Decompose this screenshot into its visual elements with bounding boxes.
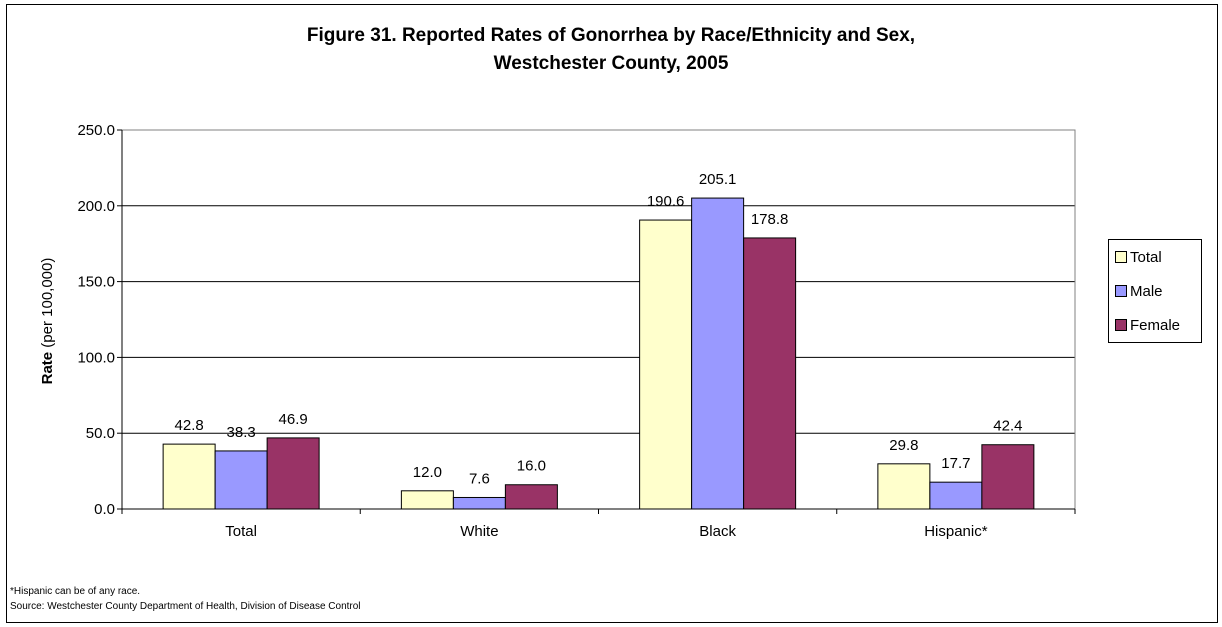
legend: Total Male Female (1108, 239, 1202, 343)
legend-label-female: Female (1130, 316, 1181, 334)
legend-swatch-male (1115, 285, 1127, 297)
y-tick-label: 150.0 (77, 274, 115, 291)
y-axis-label: Rate (per 100,000) (39, 258, 56, 385)
data-label: 46.9 (279, 411, 308, 428)
data-label: 42.4 (993, 418, 1022, 435)
bar-male-white (452, 496, 506, 510)
bar-total-hispanic (877, 463, 931, 510)
y-tick-label: 50.0 (86, 425, 115, 442)
data-label: 17.7 (941, 455, 970, 472)
y-axis-ticks: 0.0 50.0 100.0 150.0 200.0 250.0 (77, 122, 122, 518)
data-label: 205.1 (699, 171, 737, 188)
bars (162, 197, 1035, 510)
legend-item-total: Total (1115, 248, 1162, 266)
x-axis-ticks: Total White Black Hispanic* (121, 509, 1076, 540)
bar-female-white (504, 484, 558, 510)
legend-item-male: Male (1115, 282, 1163, 300)
bar-total-total (162, 443, 216, 510)
data-label: 7.6 (469, 470, 490, 487)
bar-total-black (639, 219, 693, 510)
x-tick-label: Total (225, 523, 257, 540)
bar-female-hispanic (981, 444, 1035, 510)
bar-male-total (214, 450, 268, 510)
x-tick-label: White (460, 523, 498, 540)
y-tick-label: 100.0 (77, 349, 115, 366)
footnote-hispanic: *Hispanic can be of any race. (10, 586, 141, 597)
y-tick-label: 200.0 (77, 198, 115, 215)
bar-male-black (691, 197, 745, 510)
legend-swatch-total (1115, 251, 1127, 263)
legend-swatch-female (1115, 319, 1127, 331)
y-axis-label-bold: Rate (39, 352, 56, 385)
bar-male-hispanic (929, 481, 983, 510)
chart-title-line-2: Westchester County, 2005 (493, 53, 729, 74)
chart-title-line-1: Figure 31. Reported Rates of Gonorrhea b… (306, 25, 916, 46)
bar-total-white (400, 490, 454, 510)
y-axis-label-rest: (per 100,000) (39, 258, 56, 352)
data-label: 38.3 (227, 424, 256, 441)
data-label: 190.6 (647, 193, 685, 210)
y-tick-label: 250.0 (77, 122, 115, 139)
bar-female-total (266, 437, 320, 510)
legend-item-female: Female (1115, 316, 1180, 334)
x-tick-label: Black (699, 523, 736, 540)
legend-label-male: Male (1130, 282, 1163, 300)
data-label: 16.0 (517, 458, 546, 475)
bar-female-black (743, 237, 797, 510)
data-labels: 42.8 38.3 46.9 12.0 7.6 16.0 190.6 205.1 178.8 29… (175, 171, 1023, 487)
chart-frame (6, 4, 1218, 623)
y-tick-label: 0.0 (94, 501, 115, 518)
footnote-source: Source: Westchester County Department of… (10, 601, 361, 612)
x-tick-label: Hispanic* (924, 523, 988, 540)
legend-label-total: Total (1130, 248, 1162, 266)
data-label: 29.8 (889, 437, 918, 454)
data-label: 178.8 (751, 211, 789, 228)
chart-title: Figure 31. Reported Rates of Gonorrhea b… (0, 22, 1222, 78)
data-label: 42.8 (175, 417, 204, 434)
data-label: 12.0 (413, 464, 442, 481)
